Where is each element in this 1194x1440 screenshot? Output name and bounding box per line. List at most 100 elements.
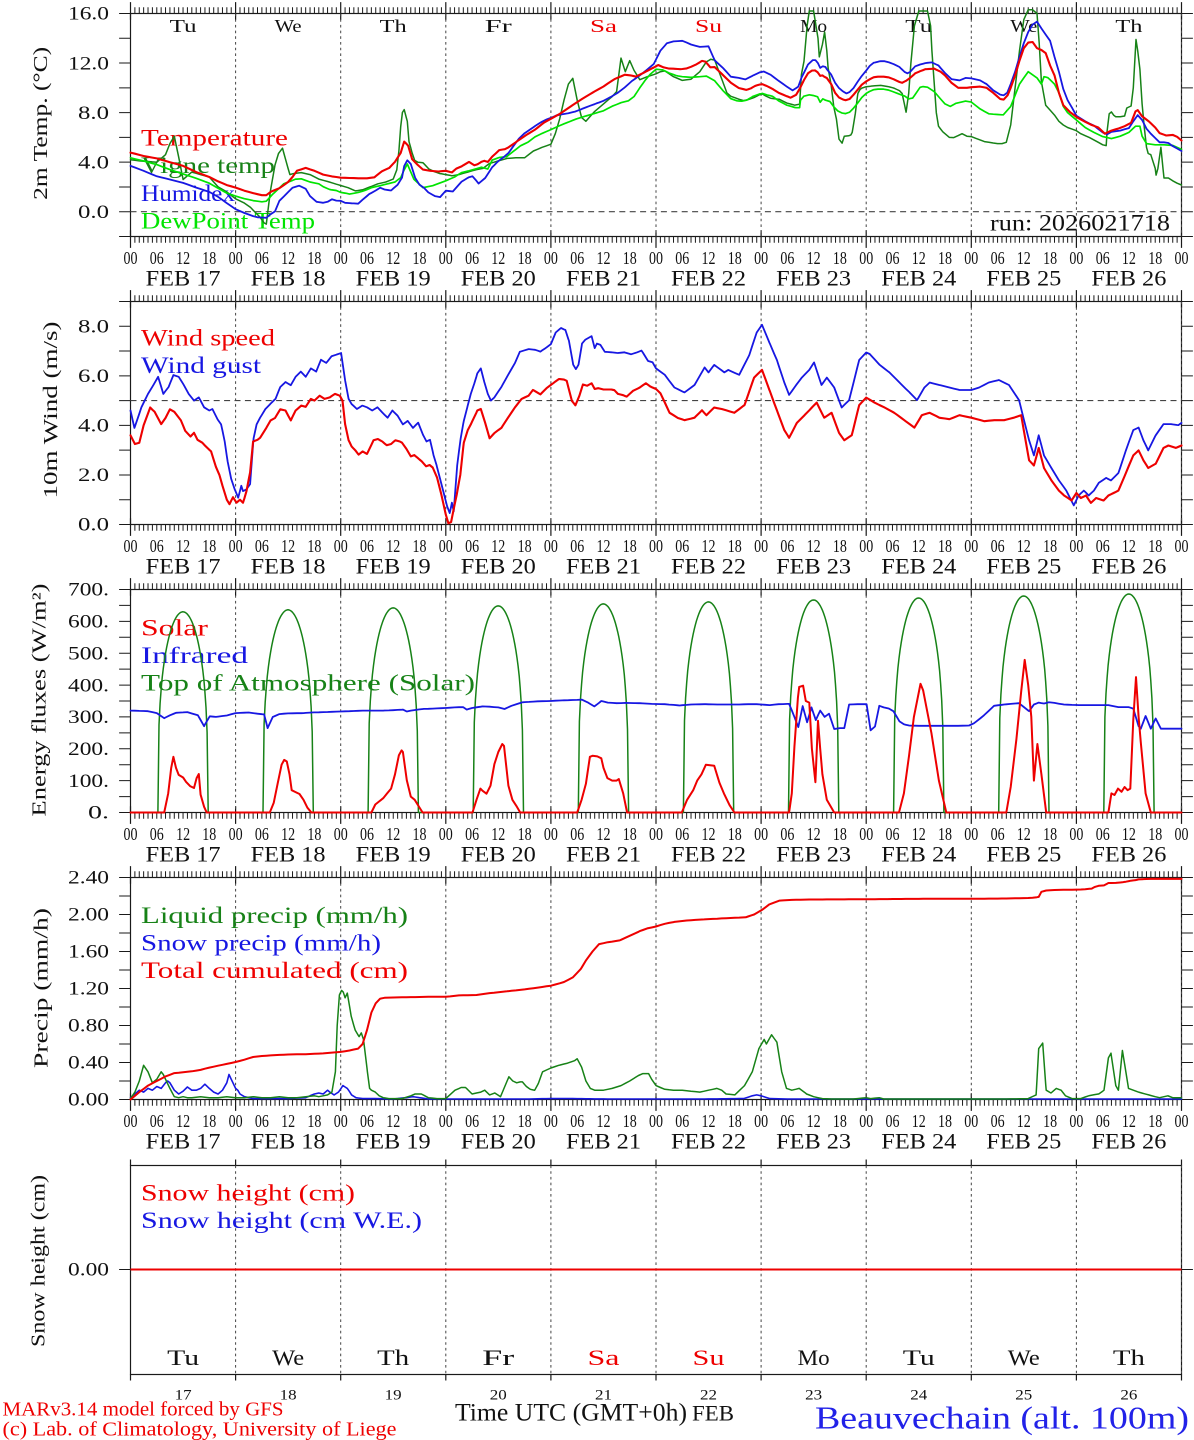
svg-text:24: 24 [910, 1388, 928, 1404]
svg-text:18: 18 [833, 248, 847, 268]
svg-text:0.80: 0.80 [68, 1016, 109, 1037]
svg-text:Tu: Tu [905, 16, 932, 36]
svg-text:FEB 17: FEB 17 [146, 841, 221, 866]
svg-text:FEB 22: FEB 22 [671, 265, 746, 290]
svg-text:600.: 600. [68, 612, 109, 633]
svg-text:06: 06 [780, 1111, 794, 1131]
svg-text:We: We [1008, 1345, 1040, 1370]
svg-text:12: 12 [386, 536, 400, 556]
svg-text:18: 18 [413, 536, 427, 556]
svg-text:23: 23 [805, 1388, 822, 1404]
svg-text:12: 12 [702, 824, 716, 844]
svg-text:Th: Th [380, 16, 407, 36]
svg-text:Energy fluxes (W/m²): Energy fluxes (W/m²) [29, 584, 51, 817]
svg-text:12.0: 12.0 [68, 53, 109, 74]
svg-text:12: 12 [912, 824, 926, 844]
svg-text:12: 12 [491, 248, 505, 268]
svg-text:FEB 26: FEB 26 [1091, 265, 1166, 290]
svg-text:FEB 20: FEB 20 [461, 553, 536, 578]
svg-text:12: 12 [597, 1111, 611, 1131]
svg-text:FEB 20: FEB 20 [461, 1128, 536, 1153]
svg-text:0.00: 0.00 [68, 1260, 109, 1281]
svg-text:FEB 23: FEB 23 [776, 553, 851, 578]
svg-text:22: 22 [700, 1388, 717, 1404]
svg-text:2m Temp. (°C): 2m Temp. (°C) [30, 47, 52, 200]
svg-text:FEB 25: FEB 25 [986, 553, 1061, 578]
svg-text:500.: 500. [68, 643, 109, 664]
svg-text:FEB 24: FEB 24 [881, 265, 956, 290]
svg-text:18: 18 [413, 248, 427, 268]
svg-text:400.: 400. [68, 675, 109, 696]
svg-text:00: 00 [964, 248, 978, 268]
svg-text:FEB 23: FEB 23 [776, 841, 851, 866]
svg-text:18: 18 [307, 248, 321, 268]
svg-text:18: 18 [623, 824, 637, 844]
svg-text:FEB 24: FEB 24 [881, 841, 956, 866]
svg-text:1.60: 1.60 [68, 942, 109, 963]
svg-text:26: 26 [1120, 1388, 1138, 1404]
svg-text:18: 18 [623, 248, 637, 268]
svg-text:FEB 24: FEB 24 [881, 553, 956, 578]
svg-text:00: 00 [334, 248, 348, 268]
svg-text:00: 00 [1175, 248, 1189, 268]
svg-text:00: 00 [1175, 1111, 1189, 1131]
svg-text:18: 18 [202, 824, 216, 844]
svg-text:FEB 25: FEB 25 [986, 265, 1061, 290]
svg-text:12: 12 [702, 536, 716, 556]
svg-text:12: 12 [702, 1111, 716, 1131]
svg-text:Precip (mm/h): Precip (mm/h) [31, 908, 53, 1068]
svg-text:06: 06 [886, 824, 900, 844]
svg-text:Snow height (cm): Snow height (cm) [141, 1180, 355, 1205]
svg-text:00: 00 [544, 1111, 558, 1131]
svg-text:18: 18 [1043, 248, 1057, 268]
svg-text:06: 06 [991, 536, 1005, 556]
svg-text:Su: Su [695, 16, 722, 36]
svg-text:12: 12 [912, 248, 926, 268]
svg-text:FEB 21: FEB 21 [566, 553, 641, 578]
svg-text:FEB 25: FEB 25 [986, 841, 1061, 866]
svg-text:12: 12 [1122, 1111, 1136, 1131]
svg-text:12: 12 [807, 824, 821, 844]
svg-text:18: 18 [728, 536, 742, 556]
svg-text:FEB 17: FEB 17 [146, 553, 221, 578]
svg-text:Snow height (cm): Snow height (cm) [28, 1175, 50, 1347]
svg-text:06: 06 [150, 824, 164, 844]
svg-text:00: 00 [754, 536, 768, 556]
svg-text:00: 00 [1175, 824, 1189, 844]
svg-text:12: 12 [807, 248, 821, 268]
svg-text:18: 18 [833, 536, 847, 556]
svg-text:00: 00 [334, 1111, 348, 1131]
svg-text:0.40: 0.40 [68, 1053, 109, 1074]
svg-text:Tu: Tu [167, 1345, 199, 1370]
svg-text:12: 12 [386, 1111, 400, 1131]
svg-text:18: 18 [202, 248, 216, 268]
svg-text:12: 12 [597, 536, 611, 556]
svg-text:18: 18 [623, 1111, 637, 1131]
svg-text:06: 06 [1096, 248, 1110, 268]
svg-text:FEB 19: FEB 19 [356, 841, 431, 866]
svg-text:FEB 19: FEB 19 [356, 265, 431, 290]
svg-text:Beauvechain (alt. 100m): Beauvechain (alt. 100m) [815, 1401, 1189, 1436]
svg-text:2.0: 2.0 [78, 465, 109, 486]
svg-text:18: 18 [938, 248, 952, 268]
svg-text:06: 06 [675, 824, 689, 844]
svg-text:6.0: 6.0 [78, 366, 109, 387]
svg-text:00: 00 [1069, 1111, 1083, 1131]
svg-text:00: 00 [544, 536, 558, 556]
svg-text:FEB 22: FEB 22 [671, 1128, 746, 1153]
svg-text:18: 18 [1043, 1111, 1057, 1131]
svg-text:21: 21 [595, 1388, 612, 1404]
svg-text:12: 12 [807, 1111, 821, 1131]
svg-text:18: 18 [938, 1111, 952, 1131]
svg-text:12: 12 [702, 248, 716, 268]
svg-text:00: 00 [1069, 824, 1083, 844]
svg-text:DewPoint Temp: DewPoint Temp [141, 209, 315, 234]
svg-text:FEB 19: FEB 19 [356, 1128, 431, 1153]
svg-text:18: 18 [202, 536, 216, 556]
svg-text:0.00: 0.00 [68, 1090, 109, 1111]
svg-text:8.0: 8.0 [78, 103, 109, 124]
svg-text:12: 12 [176, 536, 190, 556]
svg-text:FEB 21: FEB 21 [566, 265, 641, 290]
svg-text:FEB 18: FEB 18 [251, 1128, 326, 1153]
svg-text:Temperature: Temperature [141, 126, 288, 151]
